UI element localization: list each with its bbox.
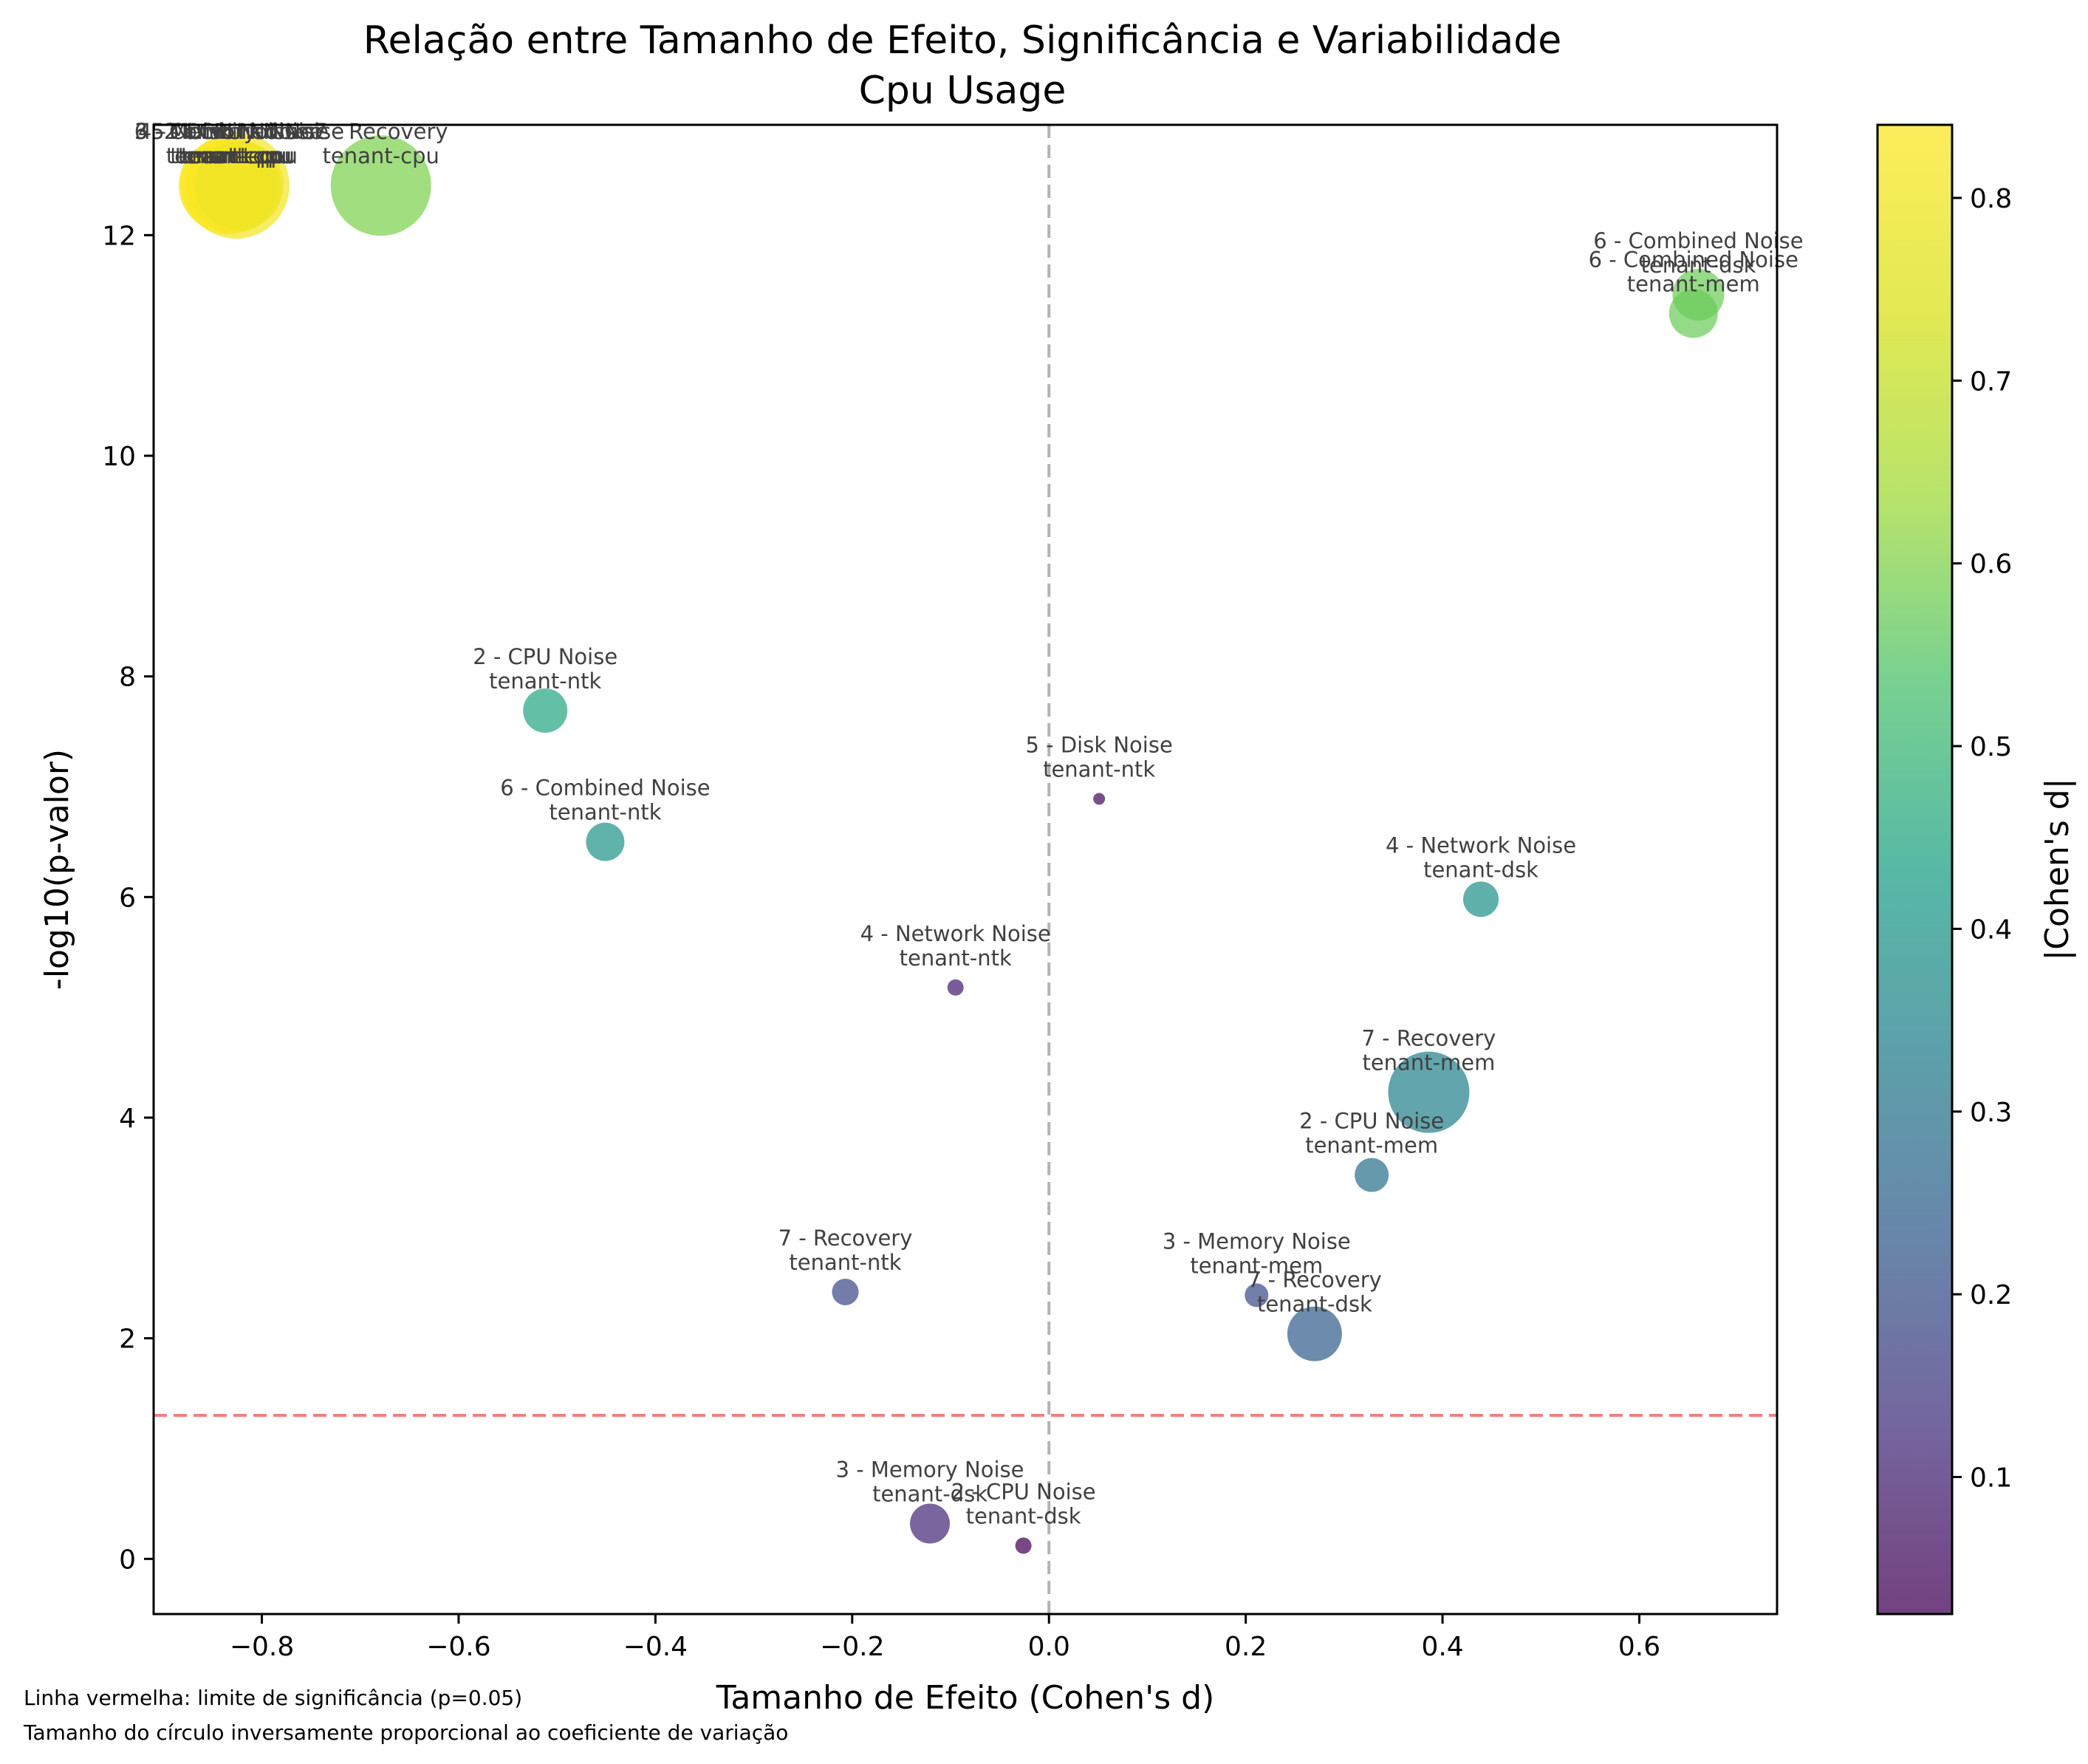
data-point — [832, 1278, 859, 1305]
x-tick-label: 0.6 — [1618, 1632, 1660, 1662]
y-tick-label: 0 — [119, 1545, 136, 1575]
x-tick-label: 0.4 — [1421, 1632, 1463, 1662]
data-point — [947, 979, 964, 996]
data-point — [330, 135, 431, 236]
colorbar-tick-label: 0.2 — [1970, 1280, 2012, 1310]
point-label-phase: 4 - Network Noise — [1386, 833, 1576, 858]
x-axis-label: Tamanho de Efeito (Cohen's d) — [716, 1679, 1215, 1717]
data-point — [1245, 1283, 1269, 1307]
colorbar-tick-label: 0.4 — [1970, 915, 2012, 945]
x-tick-label: 0.0 — [1028, 1632, 1070, 1662]
data-point — [1355, 1158, 1389, 1192]
point-label-tenant: tenant-ntk — [489, 669, 601, 694]
point-label-phase: 6 - Combined Noise — [1593, 228, 1803, 253]
point-label-tenant: tenant-cpu — [178, 143, 295, 168]
point-label-tenant: tenant-dsk — [1423, 857, 1538, 882]
data-point — [1287, 1306, 1342, 1361]
point-label-tenant: tenant-dsk — [966, 1503, 1081, 1528]
colorbar-tick-label: 0.8 — [1970, 184, 2012, 214]
point-label-phase: 6 - Combined Noise — [1589, 247, 1798, 272]
x-tick-label: −0.6 — [426, 1632, 490, 1662]
y-tick-label: 4 — [119, 1104, 136, 1134]
point-label-phase: 3 - Memory Noise — [1163, 1228, 1351, 1254]
data-point — [1093, 793, 1106, 805]
point-label-phase: 2 - CPU Noise — [1299, 1109, 1444, 1134]
point-label-tenant: tenant-dsk — [1640, 253, 1756, 278]
data-point — [586, 822, 625, 861]
point-label-tenant: tenant-mem — [1190, 1253, 1323, 1278]
point-label-phase: 6 - Combined Noise — [500, 776, 710, 801]
data-point — [523, 688, 568, 733]
point-label-tenant: tenant-ntk — [900, 946, 1012, 971]
colorbar-label: |Cohen's d| — [2039, 778, 2076, 960]
y-tick-label: 6 — [119, 883, 136, 913]
colorbar: 0.1 0.2 0.3 0.4 0.5 0.6 0.7 0.8 — [1876, 123, 2012, 1616]
point-label-phase: 7 - Recovery — [778, 1225, 913, 1251]
point-label-phase: 4 - Network Noise — [138, 119, 329, 144]
point-label-tenant: tenant-dsk — [1257, 1292, 1372, 1317]
point-label-phase: 7 - Recovery — [1247, 1268, 1382, 1293]
colorbar-tick-label: 0.7 — [1970, 366, 2012, 397]
plot-background — [154, 125, 1777, 1614]
point-label-phase: 2 - CPU Noise — [473, 644, 617, 669]
colorbar-tick-label: 0.1 — [1970, 1463, 2012, 1493]
footnote-1: Linha vermelha: limite de significância … — [24, 1686, 522, 1710]
data-point — [910, 1503, 951, 1544]
point-label-phase: 3 - Memory Noise — [836, 1457, 1024, 1483]
point-label-tenant: tenant-cpu — [166, 143, 283, 168]
point-label-phase: 6 - Combined Noise — [134, 119, 344, 144]
x-tick-label: −0.4 — [623, 1632, 688, 1662]
point-label-tenant: tenant-ntk — [1043, 756, 1155, 782]
plot-frame — [152, 123, 1779, 1616]
data-point — [1668, 289, 1718, 338]
chart-subtitle: Cpu Usage — [859, 69, 1067, 113]
colorbar-tick-label: 0.5 — [1970, 732, 2012, 762]
y-tick-label: 2 — [119, 1324, 136, 1355]
y-tick-label: 10 — [102, 442, 136, 472]
data-point — [1015, 1537, 1032, 1554]
footnote-2: Tamanho do círculo inversamente proporci… — [23, 1720, 788, 1745]
point-label-tenant: tenant-cpu — [175, 143, 292, 168]
y-tick-label: 12 — [102, 221, 136, 251]
point-label-phase: 2 - CPU Noise — [164, 119, 309, 144]
y-tick-label: 8 — [119, 663, 136, 693]
data-point — [194, 141, 284, 230]
data-point — [1463, 881, 1499, 917]
data-point — [1388, 1051, 1470, 1133]
point-label-phase: 5 - Disk Noise — [1026, 732, 1173, 757]
point-label-phase: 4 - Network Noise — [860, 921, 1051, 946]
point-label-tenant: tenant-mem — [1362, 1050, 1495, 1076]
point-label-tenant: tenant-ntk — [789, 1250, 901, 1275]
point-label-tenant: tenant-cpu — [323, 143, 439, 168]
point-label-phase: 7 - Recovery — [314, 119, 448, 144]
colorbar-tick-label: 0.3 — [1970, 1098, 2012, 1128]
point-label-phase: 3 - Memory Noise — [134, 119, 323, 144]
point-label-tenant: tenant-mem — [1305, 1133, 1438, 1158]
y-axis-label: -log10(p-valor) — [38, 749, 76, 990]
colorbar-gradient — [1878, 125, 1952, 1614]
point-label-tenant: tenant-dsk — [872, 1482, 987, 1507]
point-label-tenant: tenant-cpu — [170, 143, 287, 168]
point-label-phase: 5 - Disk Noise — [151, 119, 298, 144]
x-tick-label: −0.2 — [820, 1632, 884, 1662]
colorbar-frame — [1876, 123, 1954, 1616]
x-tick-label: −0.8 — [230, 1632, 294, 1662]
point-label-phase: 7 - Recovery — [1362, 1026, 1496, 1051]
point-label-phase: 2 - CPU Noise — [951, 1479, 1096, 1504]
x-tick-label: 0.2 — [1225, 1632, 1267, 1662]
point-label-tenant: tenant-ntk — [549, 800, 661, 825]
colorbar-tick-label: 0.6 — [1970, 550, 2012, 580]
chart-title: Relação entre Tamanho de Efeito, Signifi… — [363, 18, 1562, 63]
point-label-tenant: tenant-cpu — [181, 143, 298, 168]
point-label-tenant: tenant-mem — [1627, 271, 1760, 296]
